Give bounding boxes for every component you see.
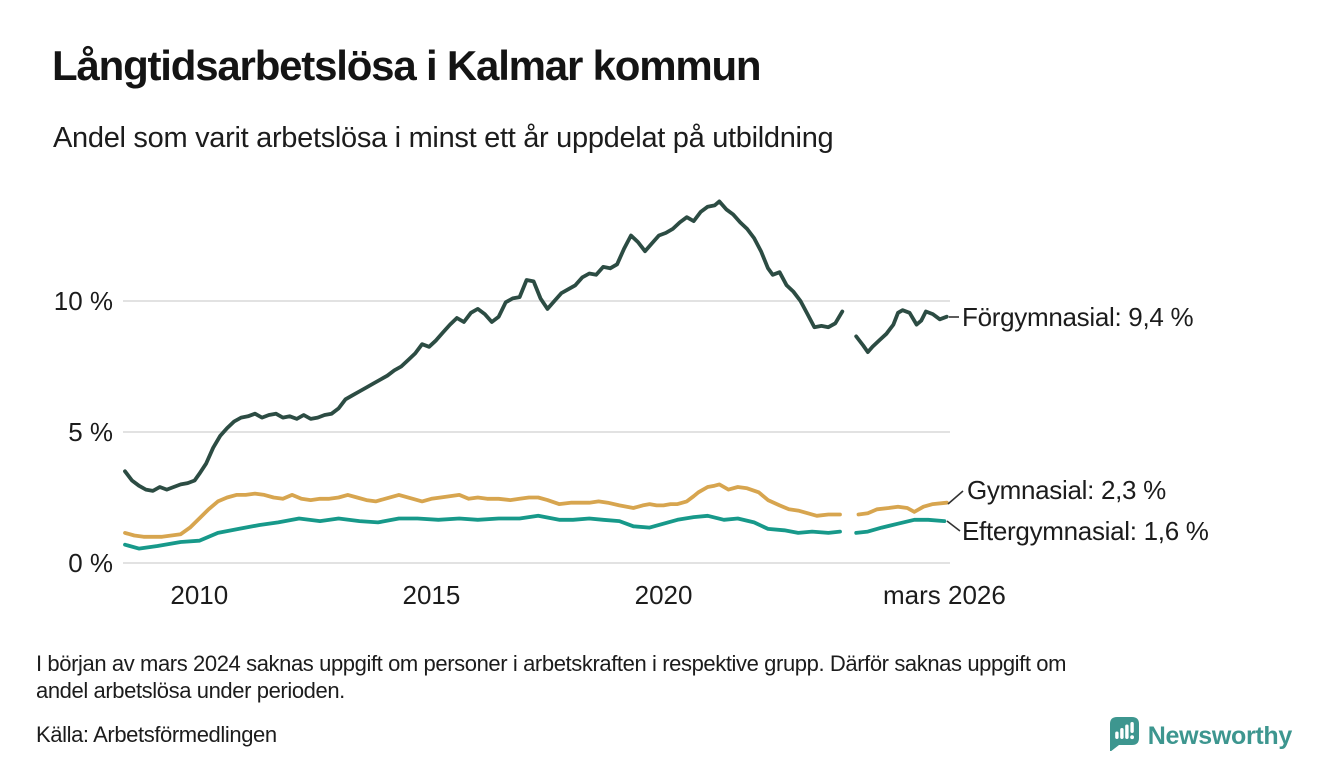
y-tick-label: 0 % [68,548,113,578]
newsworthy-chart-bubble-icon [1107,716,1140,756]
series-end-label-eftergymnasial: Eftergymnasial: 1,6 % [962,516,1209,546]
series-line-förgymnasial-seg1 [854,308,949,354]
source-attribution: Källa: Arbetsförmedlingen [36,722,277,747]
newsworthy-logo: Newsworthy [1107,716,1292,756]
page-title: Långtidsarbetslösa i Kalmar kommun [52,42,762,89]
series-line-gymnasial-seg1 [856,500,949,517]
label-connector-gymnasial [947,490,964,505]
footnote: I början av mars 2024 saknas uppgift om … [36,650,1296,704]
x-tick-label: 2010 [170,580,228,610]
series-line-eftergymnasial-seg0 [123,513,842,551]
series-end-label-forgymnasial: Förgymnasial: 9,4 % [962,302,1194,332]
y-tick-label: 10 % [54,286,113,316]
series-end-label-gymnasial: Gymnasial: 2,3 % [967,475,1166,505]
y-tick-label: 5 % [68,417,113,447]
x-tick-label: 2015 [402,580,460,610]
newsworthy-logo-text: Newsworthy [1147,721,1293,750]
x-tick-label: mars 2026 [883,580,1006,610]
line-chart: 0 % 5 % 10 % 2010 2015 2020 mars 2026 [54,199,1006,610]
page-subtitle: Andel som varit arbetslösa i minst ett å… [53,122,834,154]
footnote-line1: I början av mars 2024 saknas uppgift om … [36,651,1067,676]
x-tick-label: 2020 [635,580,693,610]
series-line-förgymnasial-seg0 [123,199,845,493]
series-line-eftergymnasial-seg1 [854,517,947,535]
label-connector-eftergymnasial [946,520,961,532]
footnote-line2: andel arbetslösa under perioden. [36,678,345,703]
series-line-gymnasial-seg0 [123,482,842,539]
